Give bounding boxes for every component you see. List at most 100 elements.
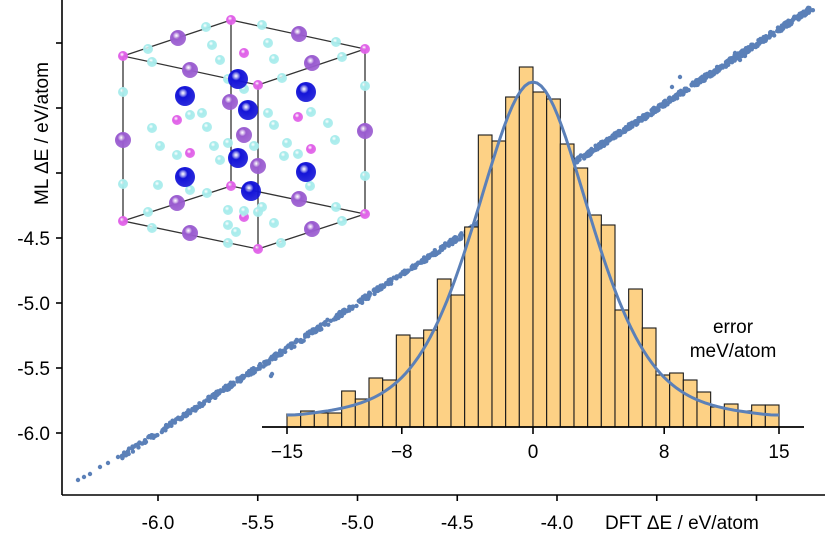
data-point (163, 425, 169, 431)
histogram-bar (559, 143, 575, 428)
purple-atom (170, 30, 186, 46)
data-point (743, 49, 749, 55)
cyan-atom (276, 238, 286, 248)
data-point (767, 35, 772, 40)
cyan-atom (153, 180, 163, 190)
data-point (375, 288, 380, 294)
histogram-bar (518, 66, 534, 428)
blue-atom (228, 148, 248, 168)
data-point (723, 59, 729, 65)
data-point (759, 39, 764, 44)
cyan-atom (202, 122, 212, 132)
data-point (598, 140, 604, 145)
magenta-atom (226, 181, 236, 191)
histogram-bar (546, 98, 561, 428)
cyan-atom (147, 57, 157, 67)
cyan-atom (185, 110, 195, 120)
data-point (701, 78, 706, 84)
cyan-atom (337, 216, 347, 226)
cyan-atom (269, 218, 279, 228)
data-point (298, 339, 303, 344)
data-point (425, 254, 431, 259)
data-point (87, 471, 93, 477)
data-point (331, 317, 337, 322)
data-point (367, 293, 372, 298)
magenta-atom (360, 209, 370, 219)
data-point (265, 361, 271, 366)
data-point (148, 435, 154, 440)
data-point (240, 373, 246, 379)
purple-atom (169, 195, 185, 211)
data-point (610, 133, 615, 139)
x-tick-label: -5.5 (241, 513, 274, 534)
purple-atom (250, 158, 266, 174)
histogram-bar (450, 294, 466, 428)
cyan-atom (223, 205, 233, 215)
cyan-atom (143, 207, 153, 217)
cyan-atom (223, 138, 233, 148)
data-point (81, 474, 87, 480)
data-point (586, 153, 591, 158)
purple-atom (291, 191, 307, 207)
data-point (349, 304, 355, 310)
cyan-atom (202, 188, 212, 198)
cyan-atom (305, 181, 315, 191)
magenta-atom (185, 148, 195, 158)
data-point (788, 18, 793, 24)
cyan-atom (331, 37, 341, 47)
cyan-atom (282, 138, 292, 148)
data-point (622, 129, 628, 134)
data-point (363, 296, 369, 302)
data-point (785, 23, 791, 29)
data-point (577, 157, 582, 162)
x-tick-label: -4.0 (541, 513, 574, 534)
magenta-atom (239, 48, 249, 58)
data-point (801, 9, 806, 14)
histogram-bar (696, 391, 712, 428)
data-point (248, 372, 254, 377)
magenta-atom (360, 44, 370, 54)
blue-atom (296, 82, 316, 102)
data-point (633, 119, 638, 124)
data-point (381, 283, 387, 288)
histogram-bar (573, 167, 589, 428)
data-point (669, 84, 675, 90)
data-point (194, 406, 200, 411)
cyan-atom (330, 135, 340, 145)
data-point (305, 334, 311, 339)
purple-atom (222, 94, 238, 110)
cyan-atom (263, 38, 273, 48)
histogram-bar (628, 288, 643, 428)
data-point (269, 371, 275, 377)
cyan-atom (293, 149, 303, 159)
cyan-atom (118, 87, 128, 97)
data-point (650, 111, 656, 116)
x-axis-title: DFT ΔE / eV/atom (605, 513, 759, 534)
data-point (345, 307, 351, 313)
cyan-atom (337, 52, 347, 62)
blue-atom (238, 100, 258, 120)
cyan-atom (306, 107, 316, 117)
data-point (702, 73, 708, 78)
histogram-bar (751, 404, 766, 428)
data-point (807, 8, 813, 13)
y-tick-label: -5.0 (17, 294, 50, 315)
magenta-atom (118, 216, 128, 226)
histogram-bar (505, 96, 520, 428)
data-point (732, 50, 738, 56)
data-point (133, 443, 138, 448)
data-point (288, 341, 293, 346)
histogram-bar (669, 372, 684, 428)
data-point (591, 148, 596, 154)
data-point (326, 322, 331, 327)
y-tick-label: -5.5 (17, 359, 50, 380)
cyan-atom (279, 151, 289, 161)
data-point (181, 411, 186, 417)
data-point (289, 345, 294, 351)
data-point (187, 409, 192, 414)
data-point (636, 118, 641, 124)
histogram-bar (614, 309, 630, 428)
cyan-atom (172, 150, 182, 160)
data-point (678, 92, 683, 97)
data-point (761, 35, 766, 41)
